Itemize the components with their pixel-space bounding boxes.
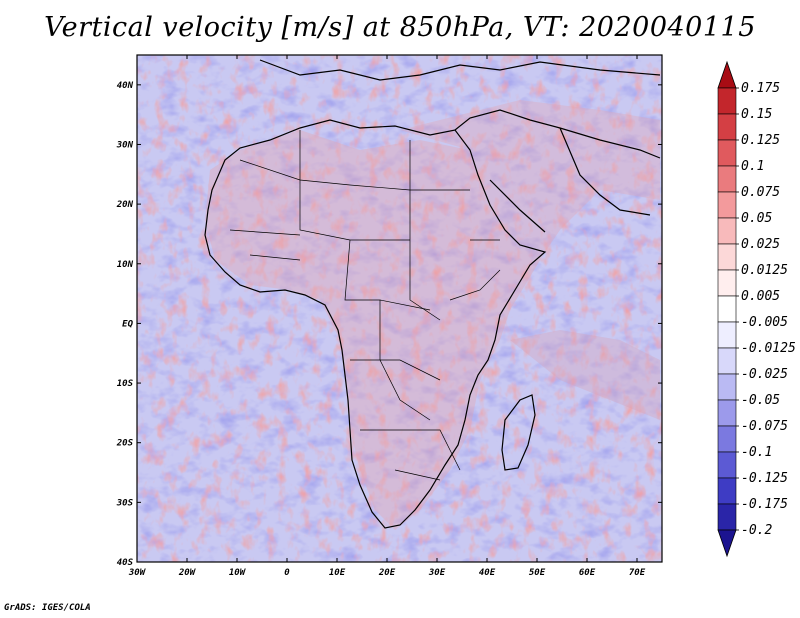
colorbar-label: 0.075 [741, 185, 780, 200]
field-noise [137, 55, 662, 562]
colorbar-swatch [717, 165, 737, 193]
lon-tick-label: 20W [178, 568, 197, 578]
colorbar-swatch [717, 373, 737, 401]
colorbar-swatch [717, 321, 737, 349]
plot-frame [136, 54, 663, 563]
lon-tick-label: 70E [629, 568, 646, 578]
lon-tick-label: 50E [529, 568, 546, 578]
coastlines [204, 59, 661, 529]
arabia-coastline [454, 109, 661, 233]
colorbar-label: -0.075 [741, 419, 788, 434]
lon-tick-label: 10E [329, 568, 346, 578]
lon-tick-label: 20E [378, 568, 396, 578]
lat-tick-label: 30S [116, 498, 134, 508]
madagascar-coastline [501, 394, 536, 471]
colorbar-swatch [717, 217, 737, 245]
colorbar-swatch [717, 425, 737, 453]
colorbar-label: -0.005 [741, 315, 788, 330]
colorbar-label: -0.05 [741, 393, 780, 408]
colorbar-swatch [717, 399, 737, 427]
colorbar-label: 0.175 [741, 81, 780, 96]
colorbar-label: -0.1 [741, 445, 772, 460]
lat-tick-label: 40N [117, 81, 134, 91]
colorbar-swatch [717, 243, 737, 271]
colorbar-swatch [717, 451, 737, 479]
africa-land-tint [205, 130, 545, 530]
velocity-field [137, 55, 662, 562]
grads-credit: GrADS: IGES/COLA [4, 603, 91, 613]
colorbar-top-arrow [717, 60, 737, 89]
colorbar: 0.175 0.15 0.125 0.1 0.075 0.05 0.025 0.0125 0.0… [717, 60, 796, 558]
colorbar-label: 0.15 [741, 107, 772, 122]
colorbar-label: 0.025 [741, 237, 780, 252]
colorbar-label: -0.125 [741, 471, 788, 486]
colorbar-label: -0.2 [741, 523, 772, 538]
lon-tick-label: 30W [128, 568, 147, 578]
country-borders [229, 130, 501, 481]
lat-tick-label: 20S [116, 439, 134, 449]
colorbar-label: -0.025 [741, 367, 788, 382]
colorbar-swatch [717, 113, 737, 141]
lat-tick-label: 20N [116, 200, 134, 210]
colorbar-label: 0.1 [741, 159, 764, 174]
lon-tick-label: 0 [284, 568, 290, 578]
lon-tick-label: 60E [579, 568, 596, 578]
ocean-streak [510, 330, 660, 420]
colorbar-swatch [717, 87, 737, 115]
lon-tick-label: 40E [479, 568, 496, 578]
colorbar-swatch [717, 295, 737, 323]
colorbar-label: 0.05 [741, 211, 772, 226]
africa-coastline [204, 119, 547, 529]
colorbar-label: 0.005 [741, 289, 780, 304]
colorbar-label: 0.125 [741, 133, 780, 148]
latitude-axis: 40N 30N 20N 10N EQ 10S 20S 30S 40S [116, 81, 662, 568]
lat-tick-label: 10S [117, 379, 134, 389]
colorbar-label: -0.175 [741, 497, 788, 512]
lat-tick-label: 40S [117, 558, 134, 568]
colorbar-label: -0.0125 [741, 341, 796, 356]
colorbar-swatch [717, 477, 737, 505]
lon-tick-label: 10W [229, 568, 247, 578]
lat-tick-label: EQ [122, 319, 133, 329]
lon-tick-label: 30E [428, 568, 446, 578]
colorbar-swatch [717, 503, 737, 531]
colorbar-swatch [717, 269, 737, 297]
europe-coastline [259, 59, 661, 81]
colorbar-bottom-arrow [717, 529, 737, 558]
colorbar-swatch [717, 191, 737, 219]
colorbar-swatch [717, 139, 737, 167]
colorbar-swatch [717, 347, 737, 375]
lat-tick-label: 30N [116, 140, 134, 150]
map-title: Vertical velocity [m/s] at 850hPa, VT: 2… [44, 12, 756, 43]
colorbar-label: 0.0125 [741, 263, 788, 278]
longitude-axis: 30W 20W 10W 0 10E 20E 30E 40E 50E 60E 70E [128, 55, 646, 578]
lat-tick-label: 10N [117, 260, 134, 270]
